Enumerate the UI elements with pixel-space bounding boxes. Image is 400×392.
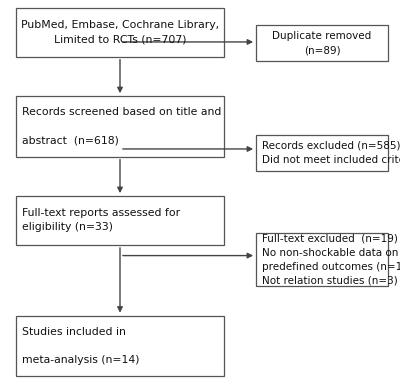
Text: Records screened based on title and

abstract  (n=618): Records screened based on title and abst…	[22, 107, 221, 145]
Text: Full-text reports assessed for
eligibility (n=33): Full-text reports assessed for eligibili…	[22, 209, 180, 232]
Text: Full-text excluded  (n=19)
No non-shockable data on
predefined outcomes (n=16)
N: Full-text excluded (n=19) No non-shockab…	[262, 234, 400, 286]
Text: Records excluded (n=585)
Did not meet included criteria: Records excluded (n=585) Did not meet in…	[262, 141, 400, 165]
FancyBboxPatch shape	[256, 233, 388, 286]
Text: Duplicate removed
(n=89): Duplicate removed (n=89)	[272, 31, 372, 55]
FancyBboxPatch shape	[256, 25, 388, 61]
Text: PubMed, Embase, Cochrane Library,
Limited to RCTs (n=707): PubMed, Embase, Cochrane Library, Limite…	[21, 20, 219, 44]
FancyBboxPatch shape	[16, 196, 224, 245]
FancyBboxPatch shape	[16, 316, 224, 376]
FancyBboxPatch shape	[256, 135, 388, 171]
FancyBboxPatch shape	[16, 96, 224, 157]
FancyBboxPatch shape	[16, 8, 224, 57]
Text: Studies included in

meta-analysis (n=14): Studies included in meta-analysis (n=14)	[22, 327, 140, 365]
